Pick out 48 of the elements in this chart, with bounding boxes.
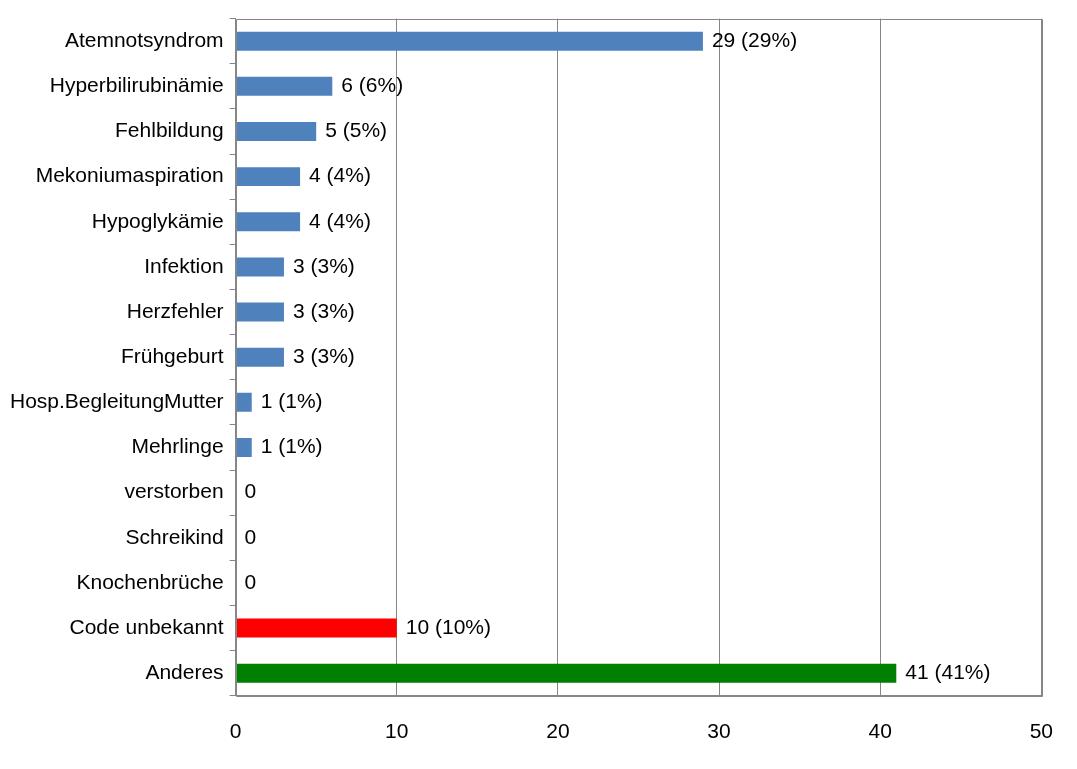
y-tick-label: Anderes <box>145 660 224 684</box>
x-tick-label: 30 <box>707 719 731 743</box>
data-label: 3 (3%) <box>292 253 355 277</box>
data-label: 29 (29%) <box>711 27 798 51</box>
y-tick-label: verstorben <box>124 479 224 503</box>
y-tick-label: Mekoniumaspiration <box>35 163 224 187</box>
x-tick-label: 20 <box>546 719 570 743</box>
bar <box>236 31 703 51</box>
bar <box>236 257 284 277</box>
bar <box>236 618 397 638</box>
data-label: 0 <box>244 479 257 503</box>
data-label: 0 <box>244 569 257 593</box>
y-tick-label: Schreikind <box>125 524 224 548</box>
bar <box>236 121 317 141</box>
y-tick-label: Herzfehler <box>126 298 224 322</box>
y-tick-label: Code unbekannt <box>69 614 224 638</box>
data-label: 0 <box>244 524 257 548</box>
data-label: 3 (3%) <box>292 344 355 367</box>
y-tick-label: Atemnotsyndrom <box>64 27 224 51</box>
y-tick-label: Knochenbrüche <box>76 569 224 593</box>
y-tick-label: Infektion <box>144 253 224 277</box>
y-tick-label: Hypoglykämie <box>91 208 224 232</box>
data-label: 4 (4%) <box>309 163 371 187</box>
bar <box>236 392 252 412</box>
y-tick-label: Mehrlinge <box>131 434 224 458</box>
data-label: 5 (5%) <box>325 118 388 142</box>
bar <box>236 663 897 683</box>
y-tick-label: Frühgeburt <box>120 344 224 367</box>
data-label: 1 (1%) <box>260 389 323 413</box>
x-tick-label: 10 <box>385 719 409 743</box>
x-tick-label: 50 <box>1029 719 1053 743</box>
bar <box>236 167 301 187</box>
data-label: 10 (10%) <box>405 614 491 638</box>
data-label: 6 (6%) <box>341 73 404 97</box>
bar <box>236 438 252 457</box>
bar <box>236 212 301 232</box>
data-label: 1 (1%) <box>260 434 323 458</box>
data-label: 3 (3%) <box>292 298 355 322</box>
bar <box>236 347 284 367</box>
x-tick-label: 0 <box>229 719 242 743</box>
y-tick-label: Hyperbilirubinämie <box>49 73 224 97</box>
data-label: 4 (4%) <box>309 208 371 232</box>
data-label: 41 (41%) <box>905 660 991 684</box>
bar <box>236 76 333 96</box>
bar <box>236 302 284 322</box>
y-tick-label: Fehlbildung <box>115 118 224 142</box>
y-tick-label: Hosp.BegleitungMutter <box>9 389 224 413</box>
x-tick-label: 40 <box>868 719 892 743</box>
